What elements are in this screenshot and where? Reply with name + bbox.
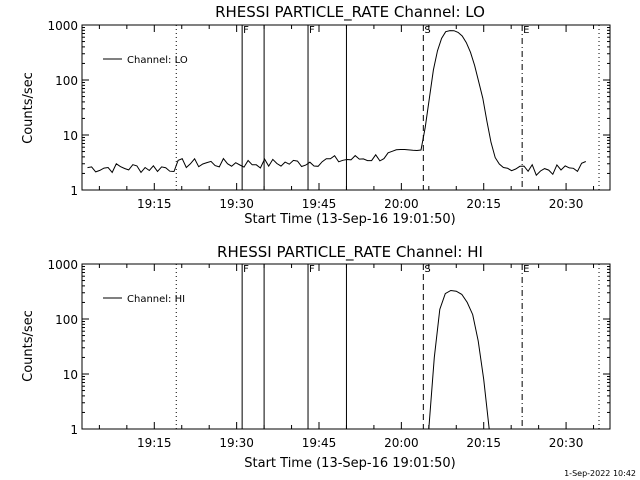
y-tick-label: 1000 xyxy=(47,258,78,272)
marker-label: F xyxy=(309,264,315,275)
chart-legend: Channel: LO xyxy=(103,55,188,66)
x-tick-label: 19:30 xyxy=(219,436,254,450)
x-axis-label: Start Time (13-Sep-16 19:01:50) xyxy=(244,212,455,227)
y-tick-label: 10 xyxy=(63,368,78,382)
x-tick-label: 20:00 xyxy=(384,197,419,211)
y-tick-label: 100 xyxy=(55,74,78,88)
chart-legend: Channel: HI xyxy=(103,294,185,305)
legend-label: Channel: LO xyxy=(127,55,188,66)
marker-label: F xyxy=(243,25,249,36)
marker-label: S xyxy=(424,264,430,275)
y-tick-label: 1000 xyxy=(47,19,78,33)
x-tick-label: 20:15 xyxy=(466,197,501,211)
y-tick-label: 10 xyxy=(63,129,78,143)
x-tick-label: 20:00 xyxy=(384,436,419,450)
x-tick-label: 19:45 xyxy=(302,436,337,450)
x-axis-label: Start Time (13-Sep-16 19:01:50) xyxy=(244,456,455,471)
x-tick-label: 19:45 xyxy=(302,197,337,211)
chart-title: RHESSI PARTICLE_RATE Channel: HI xyxy=(217,243,483,262)
y-axis-label: Counts/sec xyxy=(21,310,36,382)
x-tick-label: 19:15 xyxy=(137,197,172,211)
marker-label: F xyxy=(243,264,249,275)
y-tick-label: 100 xyxy=(55,313,78,327)
y-tick-label: 1 xyxy=(70,184,78,198)
chart-panel-lo: RHESSI PARTICLE_RATE Channel: LO Start T… xyxy=(21,3,611,227)
x-tick-label: 19:15 xyxy=(137,436,172,450)
marker-label: E xyxy=(523,264,529,275)
x-tick-label: 20:15 xyxy=(466,436,501,450)
marker-label: F xyxy=(309,25,315,36)
x-tick-label: 19:30 xyxy=(219,197,254,211)
y-axis-label: Counts/sec xyxy=(21,72,36,144)
series-line xyxy=(428,289,490,430)
marker-label: E xyxy=(523,25,529,36)
legend-label: Channel: HI xyxy=(127,294,185,305)
chart-panel-hi: RHESSI PARTICLE_RATE Channel: HI Start T… xyxy=(21,243,611,471)
footer-timestamp: 1-Sep-2022 10:42 xyxy=(564,469,636,478)
y-tick-label: 1 xyxy=(70,423,78,437)
x-tick-label: 20:30 xyxy=(549,436,584,450)
marker-label: S xyxy=(424,25,430,36)
chart-title: RHESSI PARTICLE_RATE Channel: LO xyxy=(215,3,485,22)
x-tick-label: 20:30 xyxy=(549,197,584,211)
series-line xyxy=(87,30,586,177)
